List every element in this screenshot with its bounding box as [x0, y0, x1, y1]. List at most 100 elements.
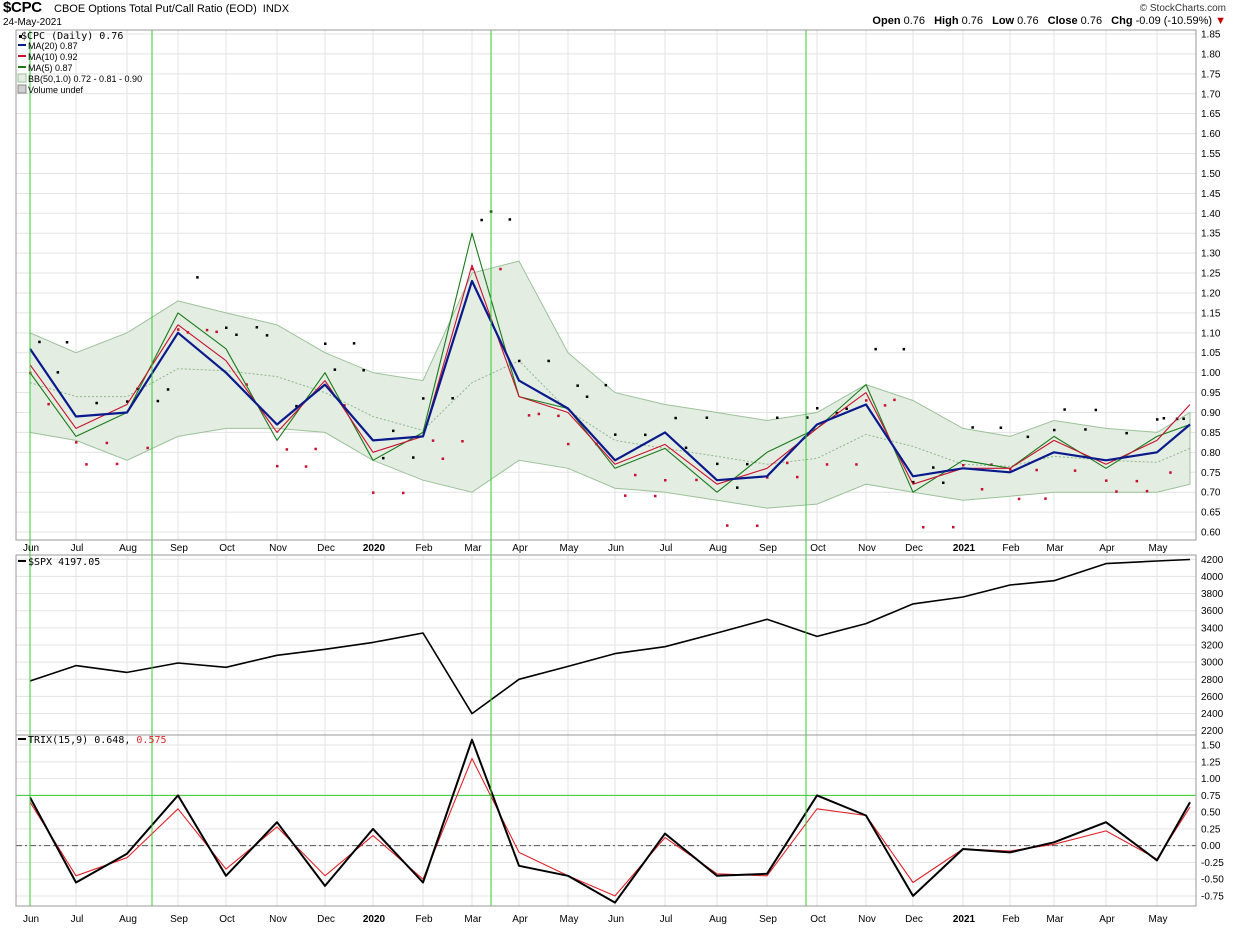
x-tick-1-19: 2021 — [953, 914, 976, 925]
open-label: Open — [872, 15, 901, 27]
y-tick-spx-6: 3000 — [1201, 658, 1224, 669]
cpc-point-8-1 — [431, 439, 435, 442]
cpc-point-13-0 — [664, 479, 667, 482]
cpc-point-17-2 — [883, 404, 887, 407]
y-tick-cpc-21: 0.80 — [1201, 448, 1221, 459]
x-tick-0-20: Feb — [1002, 543, 1020, 554]
y-tick-cpc-10: 1.35 — [1201, 229, 1221, 240]
x-tick-1-9: Mar — [464, 914, 482, 925]
cpc-point-18-2 — [932, 466, 935, 469]
x-tick-0-10: Apr — [512, 543, 528, 554]
y-tick-trix-2: 1.00 — [1201, 774, 1221, 785]
x-tick-1-13: Jul — [660, 914, 673, 925]
x-tick-0-14: Aug — [709, 543, 727, 554]
bollinger-mid — [29, 360, 1191, 467]
cpc-point-1-2 — [95, 401, 98, 405]
y-tick-cpc-14: 1.15 — [1201, 308, 1221, 319]
x-tick-1-3: Sep — [170, 914, 188, 925]
cpc-point-22-3 — [1135, 479, 1139, 483]
cpc-point-9-4 — [508, 218, 512, 221]
x-tick-0-23: May — [1149, 543, 1168, 554]
cpc-point-14-4 — [756, 524, 759, 527]
cpc-point-16-2 — [835, 411, 839, 415]
cpc-point-11-4 — [604, 383, 608, 387]
trix-label: TRIX(15,9) — [28, 735, 88, 746]
x-tick-1-22: Apr — [1099, 914, 1115, 925]
cpc-point-12-4 — [654, 494, 657, 498]
cpc-point-18-0 — [912, 480, 915, 484]
y-tick-spx-2: 3800 — [1201, 589, 1224, 600]
y-tick-cpc-18: 0.95 — [1201, 388, 1221, 399]
spx-line — [29, 558, 1191, 715]
down-arrow-icon: ▼ — [1215, 15, 1226, 27]
cpc-point-0-4 — [65, 341, 69, 344]
legend-ma5: MA(5) 0.87 — [28, 63, 73, 73]
cpc-point-0-1 — [38, 340, 41, 344]
cpc-point-10-2 — [537, 412, 541, 416]
legend-bb: BB(50,1.0) 0.72 - 0.81 - 0.90 — [28, 74, 142, 84]
cpc-point-1-4 — [115, 462, 119, 466]
x-tick-0-3: Sep — [170, 543, 188, 554]
cpc-point-19-4 — [999, 426, 1003, 429]
y-tick-labels: 1.85 1.80 1.75 1.70 1.65 1.60 1.55 1.50 1.45 1.40… — [1201, 30, 1224, 903]
open-value: 0.76 — [903, 15, 926, 27]
trix-signal-line — [29, 757, 1191, 897]
y-tick-trix-1: 1.25 — [1201, 757, 1221, 768]
cpc-point-1-0 — [75, 441, 78, 444]
legend: $CPC (Daily) 0.76 MA(20) 0.87 MA(10) 0.9… — [17, 31, 167, 746]
cpc-point-6-3 — [352, 342, 356, 345]
cpc-point-16-0 — [816, 407, 819, 410]
x-tick-1-17: Nov — [858, 914, 876, 925]
x-tick-labels: Jun Jun Jul Jul Aug Aug Sep Sep Oct Oct Nov Nov Dec D… — [23, 543, 1168, 925]
x-tick-0-1: Jul — [71, 543, 84, 554]
cpc-point-3-4 — [215, 330, 218, 334]
highlight-lines — [29, 30, 807, 906]
cpc-point-4-1 — [235, 333, 238, 336]
cpc-point-16-1 — [825, 463, 829, 466]
cpc-point-17-1 — [874, 347, 877, 351]
y-tick-spx-0: 4200 — [1201, 555, 1224, 566]
y-tick-cpc-7: 1.50 — [1201, 169, 1221, 180]
y-tick-trix-7: -0.25 — [1201, 858, 1224, 869]
y-tick-cpc-22: 0.75 — [1201, 468, 1221, 479]
cpc-point-6-1 — [333, 368, 337, 371]
cpc-point-20-4 — [1044, 497, 1047, 500]
y-tick-cpc-17: 1.00 — [1201, 368, 1221, 379]
cpc-point-5-2 — [295, 404, 298, 408]
cpc-point-14-2 — [736, 486, 739, 489]
cpc-point-7-2 — [392, 429, 395, 433]
cpc-point-17-3 — [893, 398, 896, 402]
chart-header: $CPC CBOE Options Total Put/Call Ratio (… — [0, 0, 1240, 30]
x-tick-1-15: Sep — [759, 914, 777, 925]
y-tick-spx-10: 2200 — [1201, 726, 1224, 737]
legend-ma10: MA(10) 0.92 — [28, 52, 78, 62]
y-tick-cpc-5: 1.60 — [1201, 129, 1221, 140]
y-tick-cpc-3: 1.70 — [1201, 89, 1221, 100]
cpc-point-15-0 — [766, 476, 769, 479]
bollinger-band — [29, 260, 1191, 509]
y-tick-cpc-19: 0.90 — [1201, 408, 1221, 419]
trix-value: 0.648, — [94, 735, 130, 746]
y-tick-cpc-2: 1.75 — [1201, 69, 1221, 80]
cpc-point-14-3 — [746, 462, 749, 466]
cpc-point-23-2 — [1169, 471, 1172, 474]
cpc-point-5-3 — [304, 465, 308, 468]
y-tick-spx-8: 2600 — [1201, 692, 1224, 703]
y-tick-spx-3: 3600 — [1201, 606, 1224, 617]
cpc-point-23-0 — [1156, 418, 1159, 421]
x-tick-1-18: Dec — [905, 914, 923, 925]
cpc-point-22-1 — [1115, 490, 1118, 493]
y-tick-cpc-15: 1.10 — [1201, 328, 1221, 339]
brand-watermark: © StockCharts.com — [1139, 3, 1226, 14]
chg-value: -0.09 (-10.59%) — [1135, 15, 1213, 27]
cpc-point-5-1 — [285, 448, 289, 451]
y-tick-cpc-23: 0.70 — [1201, 488, 1221, 499]
cpc-point-21-4 — [1094, 408, 1098, 412]
y-tick-cpc-0: 1.85 — [1201, 30, 1221, 41]
cpc-point-7-0 — [372, 491, 375, 494]
cpc-point-17-4 — [902, 347, 906, 351]
x-tick-1-14: Aug — [709, 914, 727, 925]
cpc-point-2-2 — [146, 446, 149, 450]
x-tick-0-2: Aug — [119, 543, 137, 554]
x-tick-0-18: Dec — [905, 543, 923, 554]
